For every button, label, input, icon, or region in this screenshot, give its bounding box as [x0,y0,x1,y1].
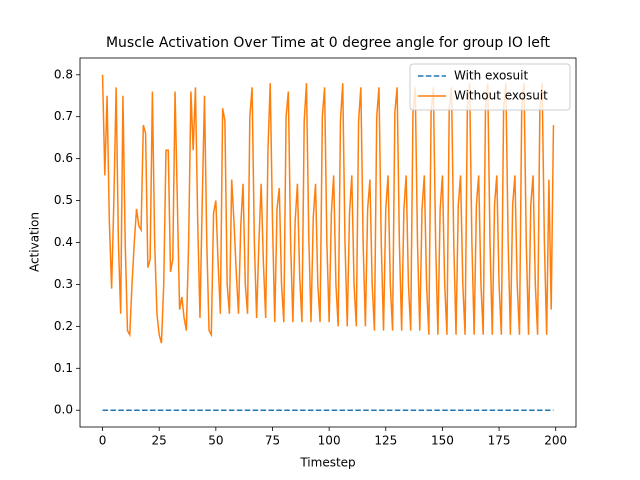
x-tick-label: 75 [265,434,280,448]
x-tick-label: 25 [152,434,167,448]
x-tick-label: 125 [374,434,397,448]
x-tick-label: 50 [208,434,223,448]
y-tick-label: 0.4 [54,235,73,249]
x-tick-label: 0 [99,434,107,448]
y-tick-label: 0.7 [54,109,73,123]
y-tick-label: 0.5 [54,193,73,207]
x-tick-label: 200 [544,434,567,448]
legend-label: Without exosuit [454,89,548,103]
x-tick-label: 150 [431,434,454,448]
legend-box [409,63,571,111]
x-tick-label: 100 [318,434,341,448]
x-tick-label: 175 [488,434,511,448]
x-axis-label: Timestep [299,456,355,470]
plot-frame [79,57,577,428]
y-tick-label: 0.8 [54,67,73,81]
y-axis-label: Activation [28,212,42,272]
y-tick-label: 0.1 [54,361,73,375]
y-tick-label: 0.3 [54,277,73,291]
y-tick-label: 0.0 [54,403,73,417]
y-tick-label: 0.6 [54,151,73,165]
data-line [101,74,555,344]
legend-label: With exosuit [454,69,528,83]
y-tick-label: 0.2 [54,319,73,333]
chart-title: Muscle Activation Over Time at 0 degree … [106,35,551,51]
